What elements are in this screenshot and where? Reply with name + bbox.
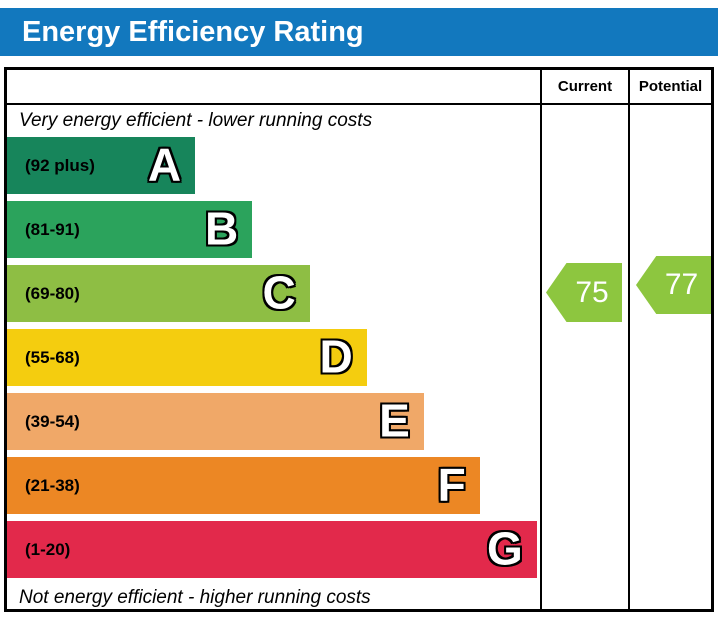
band-a-range-label: (92 plus) [25, 155, 95, 175]
page-title: Energy Efficiency Rating [22, 15, 364, 48]
band-a-letter: A [147, 138, 182, 191]
table-body-row: Very energy efficient - lower running co… [7, 105, 711, 611]
band-e-letter: E [379, 394, 410, 447]
band-b-letter: B [204, 202, 239, 255]
band-f-letter: F [437, 458, 466, 511]
band-f-bar: (21-38) F [7, 457, 480, 514]
band-b-bar: (81-91) B [7, 201, 253, 258]
band-f-range-label: (21-38) [25, 475, 80, 495]
band-d-bar: (55-68) D [7, 329, 367, 386]
band-a-bar: (92 plus) A [7, 137, 196, 194]
band-d-range-label: (55-68) [25, 347, 80, 367]
band-row-d: (55-68) D [7, 329, 540, 386]
band-row-f: (21-38) F [7, 457, 540, 514]
band-row-g: (1-20) G [7, 521, 540, 578]
band-g-bar: (1-20) G [7, 521, 537, 578]
band-row-b: (81-91) B [7, 201, 540, 258]
band-c-letter: C [262, 266, 296, 319]
potential-rating-arrow: 77 [636, 256, 711, 314]
current-column: 75 [540, 105, 628, 611]
band-e-bar: (39-54) E [7, 393, 424, 450]
rating-table: Current Potential Very energy efficient … [4, 67, 714, 612]
title-bar: Energy Efficiency Rating [0, 8, 718, 56]
table-header-row: Current Potential [7, 70, 711, 105]
top-caption: Very energy efficient - lower running co… [19, 110, 373, 131]
band-e-range-label: (39-54) [25, 411, 80, 431]
band-g-letter: G [487, 522, 523, 575]
current-rating-arrow: 75 [546, 263, 622, 322]
band-row-e: (39-54) E [7, 393, 540, 450]
band-chart-area: Very energy efficient - lower running co… [7, 105, 540, 611]
band-row-c: (69-80) C [7, 265, 540, 322]
band-g-range-label: (1-20) [25, 539, 71, 559]
header-spacer [7, 70, 540, 103]
band-c-range-label: (69-80) [25, 283, 80, 303]
potential-column: 77 [628, 105, 711, 611]
band-row-a: (92 plus) A [7, 137, 540, 194]
band-d-letter: D [319, 330, 353, 383]
band-c-bar: (69-80) C [7, 265, 310, 322]
band-b-range-label: (81-91) [25, 219, 80, 239]
potential-rating-value: 77 [664, 268, 699, 301]
bottom-caption: Not energy efficient - higher running co… [19, 587, 371, 608]
column-header-current: Current [540, 70, 628, 103]
current-rating-value: 75 [575, 275, 609, 309]
column-header-potential: Potential [628, 70, 711, 103]
